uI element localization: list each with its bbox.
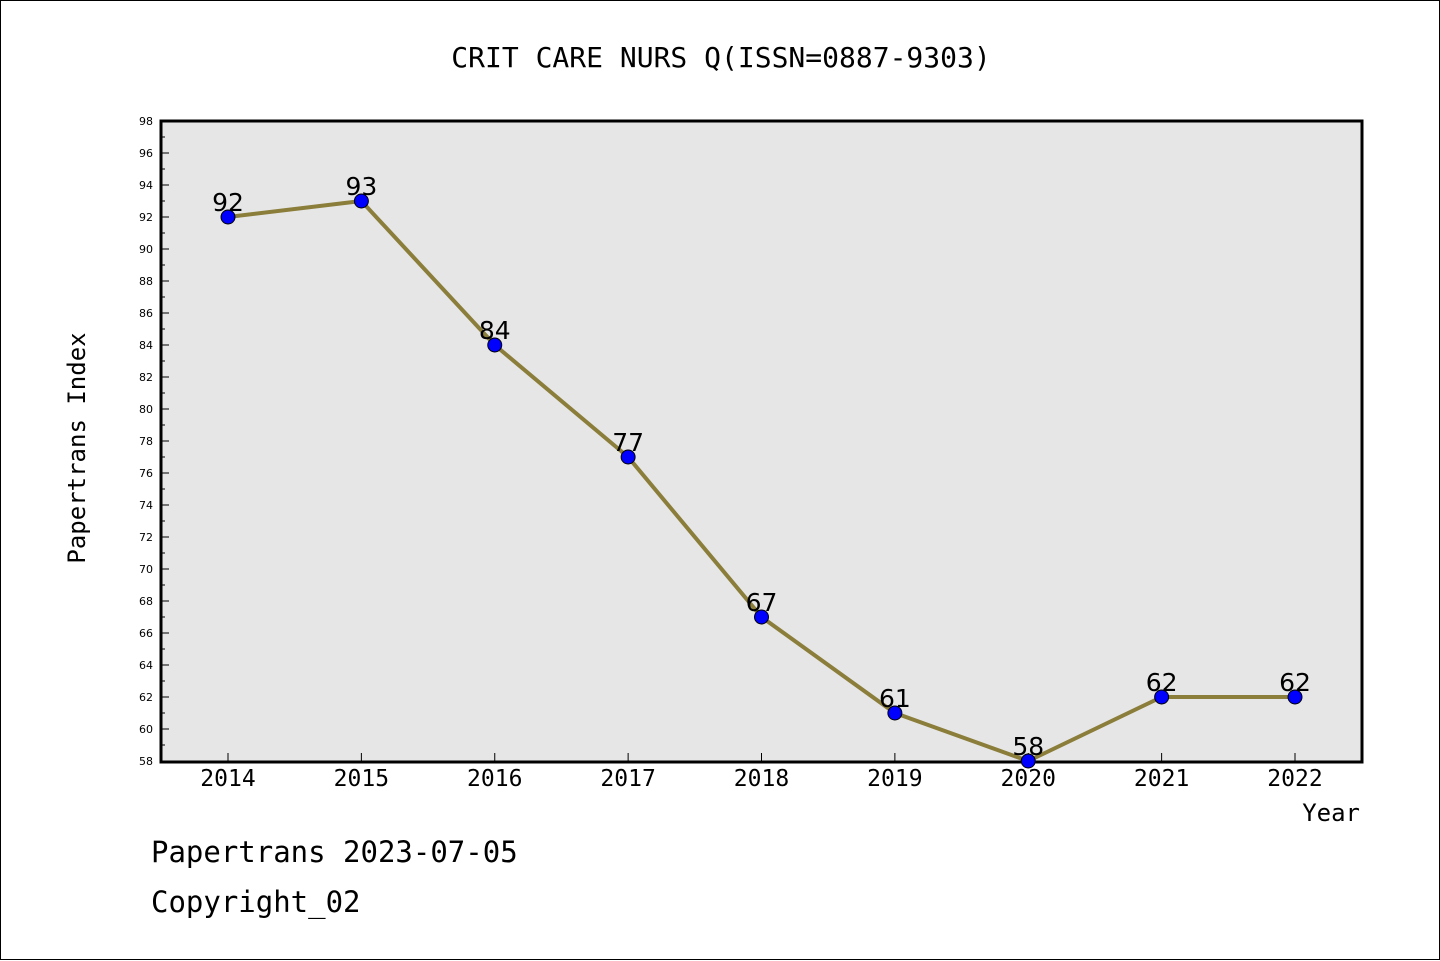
x-tick-label: 2014 [200,766,255,792]
footer-copyright: Copyright_02 [151,885,361,919]
data-label: 62 [1279,668,1311,697]
data-point [353,193,369,209]
data-point [754,609,769,625]
data-point [887,705,903,721]
y-tick-label: 98 [139,115,153,128]
plot-area [159,119,1364,764]
data-label: 84 [479,316,511,345]
data-point [1287,689,1303,705]
x-axis-ticks: 2014 2015 2016 2017 2018 2019 2020 2021 2022 [200,753,1323,792]
x-tick-label: 2019 [867,766,922,792]
data-label: 58 [1012,732,1044,761]
data-label: 93 [345,172,377,201]
data-point [1154,689,1170,705]
y-axis-label: Papertrans Index [63,332,91,563]
data-label: 67 [746,588,778,617]
y-tick-label: 58 [139,755,153,768]
y-tick-label: 84 [139,339,153,352]
data-label: 61 [879,684,911,713]
y-tick-label: 86 [139,307,153,320]
y-tick-label: 82 [139,371,153,384]
y-tick-label: 96 [139,147,153,160]
x-axis-label: Year [1302,799,1360,827]
y-tick-label: 74 [139,499,153,512]
y-tick-label: 70 [139,563,153,576]
data-point [220,209,236,225]
x-tick-label: 2018 [734,766,789,792]
x-tick-label: 2017 [600,766,655,792]
y-tick-label: 64 [139,659,153,672]
data-label: 92 [212,188,244,217]
data-label: 62 [1146,668,1178,697]
x-tick-label: 2022 [1267,766,1322,792]
y-tick-label: 94 [139,179,153,192]
x-tick-label: 2015 [334,766,389,792]
y-tick-label: 90 [139,243,153,256]
x-tick-label: 2020 [1001,766,1056,792]
data-markers [220,193,1303,769]
data-point [487,337,503,353]
y-tick-label: 62 [139,691,153,704]
data-point [620,449,636,465]
x-tick-label: 2021 [1134,766,1189,792]
y-axis-ticks: 58 60 62 64 66 68 70 72 74 76 78 80 82 84 86 88 90 92 94 96… [139,115,169,768]
y-tick-label: 80 [139,403,153,416]
y-tick-label: 72 [139,531,153,544]
footer-date: Papertrans 2023-07-05 [151,835,518,869]
data-point [1020,753,1036,769]
chart-title: CRIT CARE NURS Q(ISSN=0887-9303) [451,41,990,74]
y-tick-label: 68 [139,595,153,608]
y-tick-label: 66 [139,627,153,640]
y-tick-label: 76 [139,467,153,480]
y-tick-label: 78 [139,435,153,448]
data-labels: 92 93 84 77 67 61 58 62 62 [212,172,1311,761]
x-tick-label: 2016 [467,766,522,792]
y-tick-label: 60 [139,723,153,736]
y-tick-label: 92 [139,211,153,224]
data-label: 77 [612,428,644,457]
y-tick-label: 88 [139,275,153,288]
